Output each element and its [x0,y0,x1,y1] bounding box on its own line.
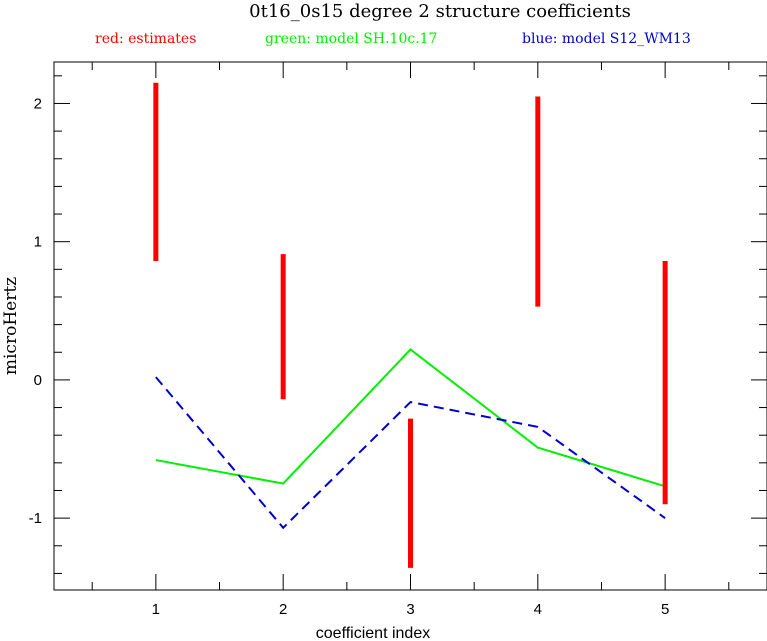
x-tick-label: 1 [152,601,160,618]
x-tick-label: 3 [406,601,414,618]
legend-model-sh: green: model SH.10c.17 [265,31,437,47]
y-tick-label: -1 [29,510,42,527]
y-axis-label: microHertz [1,277,21,375]
x-tick-label: 2 [279,601,287,618]
estimate-bars [153,82,668,568]
model-series [155,348,666,530]
y-tick-label: 1 [34,234,42,251]
y-tick-label: 2 [34,95,42,112]
y-tick-label: 0 [34,372,42,389]
y-tick-labels: 2 1 0 -1 [29,95,42,527]
series-line [155,348,666,488]
legend-estimates: red: estimates [95,31,196,47]
legend-model-s12: blue: model S12_WM13 [522,31,691,47]
chart-title: 0t16_0s15 degree 2 structure coefficient… [249,1,631,22]
x-axis-label: coefficient index [316,625,430,641]
series-line [155,376,666,530]
x-tick-label: 4 [534,601,542,618]
x-tick-labels: 1 2 3 4 5 [152,601,670,618]
x-tick-label: 5 [661,601,669,618]
axis-ticks [54,62,767,590]
